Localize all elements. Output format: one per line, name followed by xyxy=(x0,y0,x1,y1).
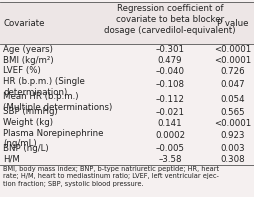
Text: 0.726: 0.726 xyxy=(219,67,244,76)
Bar xyxy=(0,2,254,44)
Text: Plasma Norepinephrine
(ng/mL): Plasma Norepinephrine (ng/mL) xyxy=(3,129,103,148)
Text: <0.0001: <0.0001 xyxy=(213,45,250,54)
Text: 0.141: 0.141 xyxy=(157,119,182,127)
Text: Covariate: Covariate xyxy=(3,19,44,28)
Text: Age (years): Age (years) xyxy=(3,45,53,54)
Text: 0.308: 0.308 xyxy=(219,155,244,164)
Text: 0.923: 0.923 xyxy=(219,131,244,140)
Text: 0.054: 0.054 xyxy=(219,95,244,104)
Text: SBP (mmHg): SBP (mmHg) xyxy=(3,107,57,116)
Text: HR (b.p.m.) (Single
determination): HR (b.p.m.) (Single determination) xyxy=(3,77,85,97)
Text: –0.301: –0.301 xyxy=(155,45,184,54)
Text: LVEF (%): LVEF (%) xyxy=(3,66,41,75)
Text: BMI (kg/m²): BMI (kg/m²) xyxy=(3,56,53,65)
Text: <0.0001: <0.0001 xyxy=(213,119,250,127)
Text: –3.58: –3.58 xyxy=(158,155,181,164)
Text: BNP (ng/L): BNP (ng/L) xyxy=(3,144,49,153)
Text: P value: P value xyxy=(216,19,247,28)
Text: 0.003: 0.003 xyxy=(219,144,244,153)
Text: –0.021: –0.021 xyxy=(155,108,184,117)
Text: Regression coefficient of
covariate to beta blocker
dosage (carvedilol-equivalen: Regression coefficient of covariate to b… xyxy=(104,4,235,35)
Text: –0.005: –0.005 xyxy=(155,144,184,153)
Text: <0.0001: <0.0001 xyxy=(213,56,250,65)
Text: BMI, body mass index; BNP, b-type natriuretic peptide; HR, heart
rate; H/M, hear: BMI, body mass index; BNP, b-type natriu… xyxy=(3,166,218,187)
Text: Weight (kg): Weight (kg) xyxy=(3,118,53,127)
Text: 0.047: 0.047 xyxy=(219,80,244,89)
Text: 0.0002: 0.0002 xyxy=(154,131,184,140)
Text: –0.040: –0.040 xyxy=(155,67,184,76)
Text: –0.108: –0.108 xyxy=(155,80,184,89)
Text: H/M: H/M xyxy=(3,154,20,164)
Text: 0.565: 0.565 xyxy=(219,108,244,117)
Text: Mean HR (b.p.m.)
(Multiple determinations): Mean HR (b.p.m.) (Multiple determination… xyxy=(3,92,112,112)
Text: –0.112: –0.112 xyxy=(155,95,184,104)
Text: 0.479: 0.479 xyxy=(157,56,182,65)
